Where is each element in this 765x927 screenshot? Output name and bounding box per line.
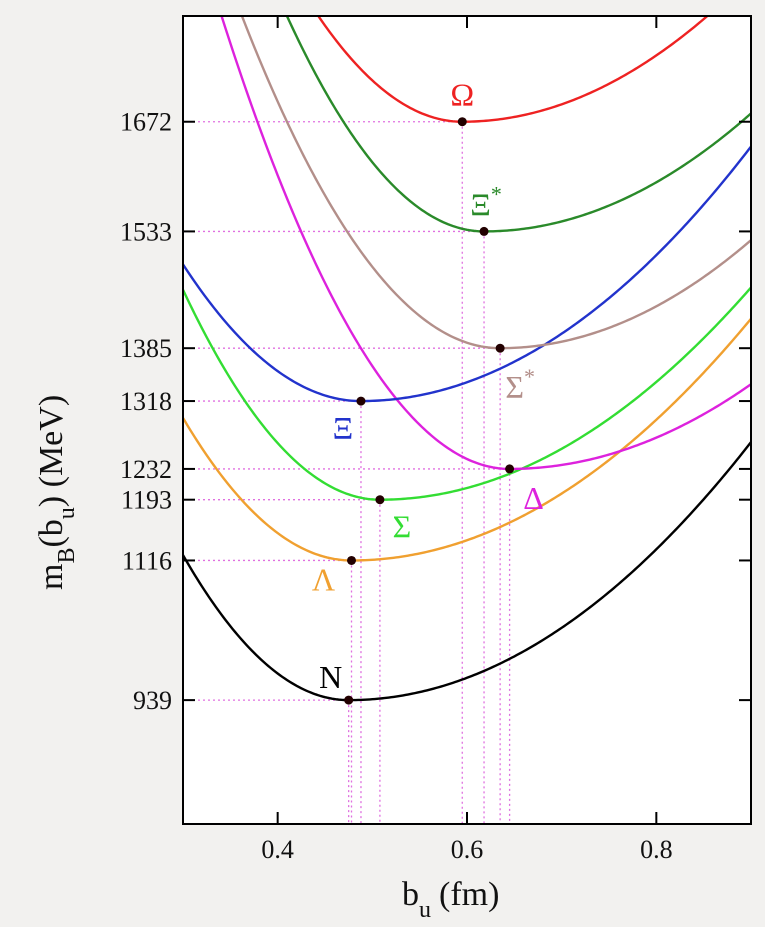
y-axis-argument: (b	[33, 519, 70, 547]
y-tick-label: 939	[133, 686, 172, 715]
y-tick-label: 1672	[120, 108, 172, 137]
x-axis-title: bu (fm)	[402, 876, 499, 923]
y-axis-unit: ) (MeV)	[33, 395, 70, 507]
series-label-Ω: Ω	[450, 77, 474, 113]
series-label-Σ: Σ	[393, 509, 412, 545]
series-label-Δ: Δ	[523, 480, 544, 516]
minimum-point-Λ	[347, 555, 357, 565]
x-tick-label: 0.4	[261, 835, 294, 864]
curve-Λ	[183, 317, 751, 562]
y-tick-label: 1318	[120, 387, 172, 416]
x-axis-symbol: b	[402, 876, 419, 913]
x-axis-subscript: u	[419, 897, 431, 923]
minimum-point-Δ	[505, 464, 515, 474]
curve-Ξ	[183, 145, 751, 403]
curve-Σ-star	[240, 16, 751, 350]
x-tick-label: 0.6	[451, 835, 484, 864]
y-tick-label: 1533	[120, 217, 172, 246]
minimum-point-N	[344, 695, 354, 705]
y-axis-symbol: m	[33, 564, 70, 590]
y-tick-label: 1193	[121, 486, 172, 515]
x-tick-label: 0.8	[640, 835, 673, 864]
y-tick-label: 1116	[122, 546, 172, 575]
curve-Ω	[316, 16, 710, 123]
y-axis-title: mB(bu) (MeV)	[33, 395, 80, 590]
minimum-point-Ω	[457, 117, 467, 127]
guide-lines	[183, 121, 511, 824]
y-axis-subscript-u: u	[54, 507, 80, 519]
curve-Δ	[220, 16, 751, 471]
series-label-Ξ-star: Ξ*	[470, 181, 502, 222]
series-labels: N Λ Σ Δ Ξ Σ* Ξ* Ω	[312, 77, 544, 695]
minimum-points	[344, 117, 515, 705]
mass-curves	[183, 16, 751, 702]
x-axis-unit: (fm)	[439, 876, 499, 913]
series-label-Σ-star: Σ*	[505, 364, 535, 405]
minimum-point-Ξ-star	[479, 226, 489, 236]
series-label-N: N	[319, 659, 342, 695]
curve-N	[183, 441, 751, 702]
plot-area	[183, 16, 751, 824]
plot-frame	[182, 15, 752, 825]
curve-Ξ-star	[285, 16, 751, 233]
series-label-Ξ: Ξ	[333, 410, 354, 446]
curve-Σ	[183, 286, 751, 501]
y-tick-label: 1385	[120, 334, 172, 363]
y-axis-subscript-b: B	[54, 548, 80, 564]
minimum-point-Ξ	[356, 396, 366, 406]
y-tick-label: 1232	[120, 455, 172, 484]
minimum-point-Σ-star	[495, 343, 505, 353]
minimum-point-Σ	[375, 495, 385, 505]
series-label-Λ: Λ	[312, 561, 335, 597]
